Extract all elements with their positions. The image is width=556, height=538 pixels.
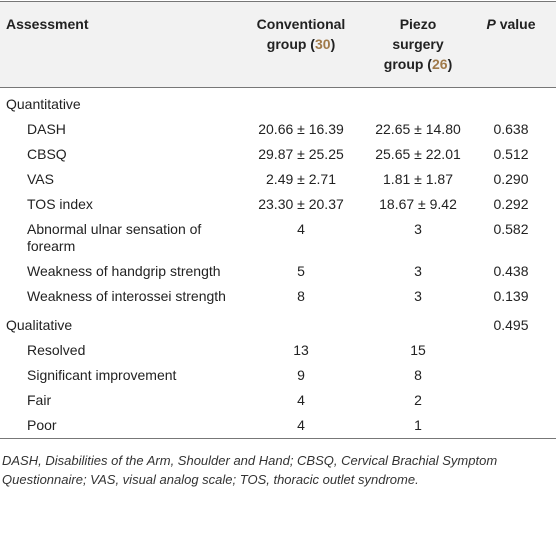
row-label: Fair	[27, 392, 52, 408]
header-text: )	[447, 56, 453, 72]
conventional-value: 4	[297, 392, 305, 408]
conventional-value: 23.30 ± 20.37	[258, 196, 344, 212]
row-label: TOS index	[27, 196, 93, 212]
conventional-value: 13	[293, 342, 309, 358]
header-text: Piezo surgery group (	[383, 16, 444, 72]
piezo-value: 22.65 ± 14.80	[375, 121, 461, 137]
piezo-value: 8	[414, 367, 422, 383]
piezo-value: 25.65 ± 22.01	[375, 146, 461, 162]
cell	[232, 88, 370, 118]
table-body: Quantitative DASH 20.66 ± 16.39 22.65 ± 14.…	[0, 88, 556, 439]
header-text: Conventional group (	[256, 16, 346, 52]
p-value: 0.290	[493, 171, 529, 187]
row-label: DASH	[27, 121, 66, 137]
row-label: Significant improvement	[27, 367, 177, 383]
conventional-value: 2.49 ± 2.71	[266, 171, 336, 187]
p-value: 0.292	[493, 196, 529, 212]
data-row: Fair 4 2	[0, 388, 556, 413]
data-row: Abnormal ulnar sensation of forearm 4 3 0.5…	[0, 217, 556, 259]
header-p-value: P value	[466, 2, 556, 88]
header-assessment: Assessment	[6, 16, 89, 32]
conventional-value: 20.66 ± 16.39	[258, 121, 344, 137]
data-row: VAS 2.49 ± 2.71 1.81 ± 1.87 0.290	[0, 167, 556, 192]
p-value	[466, 413, 556, 439]
header-n: 26	[431, 56, 448, 72]
data-row: Weakness of interossei strength 8 3 0.139	[0, 284, 556, 309]
p-value: 0.582	[493, 221, 529, 237]
footnote: DASH, Disabilities of the Arm, Shoulder …	[2, 453, 498, 487]
results-table: Assessment Conventional group (30) Piezo…	[0, 1, 556, 439]
section-label: Qualitative	[6, 317, 73, 333]
p-value: 0.438	[493, 263, 529, 279]
piezo-value: 1.81 ± 1.87	[383, 171, 453, 187]
data-row: Resolved 13 15	[0, 338, 556, 363]
row-label: CBSQ	[27, 146, 67, 162]
section-row: Qualitative 0.495	[0, 309, 556, 338]
row-label: Weakness of handgrip strength	[27, 263, 221, 279]
data-row: Poor 4 1	[0, 413, 556, 439]
p-value: 0.139	[493, 288, 529, 304]
data-row: CBSQ 29.87 ± 25.25 25.65 ± 22.01 0.512	[0, 142, 556, 167]
p-value	[466, 363, 556, 388]
p-value: 0.638	[493, 121, 529, 137]
p-value: 0.495	[493, 317, 529, 333]
data-row: Weakness of handgrip strength 5 3 0.438	[0, 259, 556, 284]
conventional-value: 29.87 ± 25.25	[258, 146, 344, 162]
piezo-value: 3	[414, 263, 422, 279]
piezo-value: 15	[410, 342, 426, 358]
conventional-value: 9	[297, 367, 305, 383]
piezo-value: 1	[414, 417, 422, 433]
cell	[370, 309, 466, 338]
data-row: TOS index 23.30 ± 20.37 18.67 ± 9.42 0.292	[0, 192, 556, 217]
conventional-value: 4	[297, 221, 305, 237]
piezo-value: 3	[414, 221, 422, 237]
piezo-value: 2	[414, 392, 422, 408]
p-value	[466, 88, 556, 118]
conventional-value: 4	[297, 417, 305, 433]
header-n: 30	[314, 36, 331, 52]
section-label: Quantitative	[6, 96, 81, 112]
p-value	[466, 388, 556, 413]
row-label: Weakness of interossei strength	[27, 288, 226, 304]
row-label: Resolved	[27, 342, 86, 358]
p-value	[466, 338, 556, 363]
header-row: Assessment Conventional group (30) Piezo…	[0, 1, 556, 88]
data-row: DASH 20.66 ± 16.39 22.65 ± 14.80 0.638	[0, 117, 556, 142]
row-label: Abnormal ulnar sensation of forearm	[27, 221, 202, 254]
p-value: 0.512	[493, 146, 529, 162]
header-conventional: Conventional group (30)	[232, 2, 370, 88]
table-header: Assessment Conventional group (30) Piezo…	[0, 1, 556, 88]
piezo-value: 3	[414, 288, 422, 304]
header-text: )	[330, 36, 336, 52]
piezo-value: 18.67 ± 9.42	[379, 196, 457, 212]
header-p: P	[486, 16, 496, 32]
conventional-value: 8	[297, 288, 305, 304]
conventional-value: 5	[297, 263, 305, 279]
header-text: value	[495, 16, 536, 32]
data-row: Significant improvement 9 8	[0, 363, 556, 388]
header-piezo: Piezo surgery group (26)	[370, 2, 466, 88]
section-row: Quantitative	[0, 88, 556, 118]
cell	[232, 309, 370, 338]
row-label: Poor	[27, 417, 57, 433]
row-label: VAS	[27, 171, 54, 187]
cell	[370, 88, 466, 118]
